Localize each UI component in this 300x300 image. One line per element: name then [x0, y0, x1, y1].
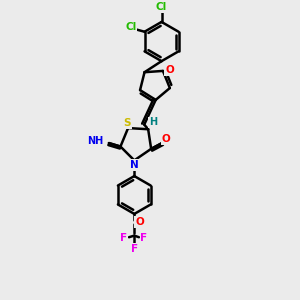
- Text: O: O: [135, 217, 144, 227]
- Text: O: O: [162, 134, 170, 144]
- Text: O: O: [165, 65, 174, 75]
- Text: Cl: Cl: [156, 2, 167, 12]
- Text: S: S: [123, 118, 131, 128]
- Text: F: F: [120, 233, 128, 243]
- Text: Cl: Cl: [125, 22, 136, 32]
- Text: NH: NH: [87, 136, 104, 146]
- Text: F: F: [140, 233, 148, 243]
- Text: H: H: [149, 117, 157, 127]
- Text: F: F: [131, 244, 138, 254]
- Text: N: N: [130, 160, 139, 170]
